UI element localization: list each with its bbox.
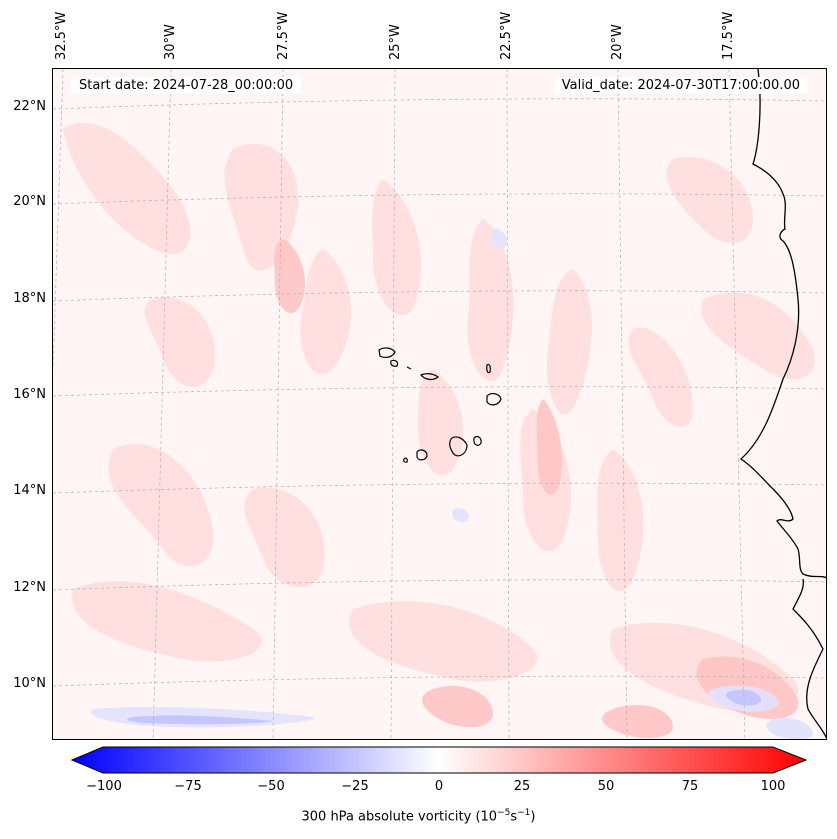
colorbar-tick: −50 — [257, 779, 285, 794]
lon-label-17.5W: 17.5°W — [721, 11, 736, 60]
colorbar-tick: 50 — [597, 779, 615, 794]
colorbar-tick: 0 — [434, 779, 444, 794]
lat-label-18N: 18°N — [13, 291, 46, 306]
lat-label-10N: 10°N — [13, 676, 46, 691]
unit-exponent-1: −5 — [497, 808, 511, 818]
colorbar-tick: 75 — [681, 779, 699, 794]
unit-seconds: s — [510, 809, 518, 825]
lat-label-12N: 12°N — [13, 580, 46, 595]
start-date-label: Start date: 2024-07-28_00:00:00 — [71, 77, 302, 94]
colorbar-label: 300 hPa absolute vorticity (10−5s−1) — [0, 808, 837, 824]
colorbar-label-text: 300 hPa absolute vorticity (10 — [301, 809, 498, 825]
lon-label-25W: 25°W — [388, 24, 403, 60]
colorbar-tick: −100 — [86, 779, 122, 794]
colorbar — [70, 746, 808, 774]
colorbar-tick: −75 — [174, 779, 202, 794]
lat-label-22N: 22°N — [13, 99, 46, 114]
lon-label-20W: 20°W — [610, 24, 625, 60]
unit-close: ) — [530, 809, 536, 825]
lon-label-27.5W: 27.5°W — [276, 11, 291, 60]
lat-label-20N: 20°N — [13, 194, 46, 209]
valid-date-label: Valid_date: 2024-07-30T17:00:00.00 — [553, 77, 808, 94]
lon-label-22.5W: 22.5°W — [499, 11, 514, 60]
lat-label-14N: 14°N — [13, 483, 46, 498]
colorbar-tick: −25 — [341, 779, 369, 794]
cape-verde-islands — [378, 347, 502, 463]
vorticity-map: Start date: 2024-07-28_00:00:00 Valid_da… — [52, 68, 827, 740]
lat-label-16N: 16°N — [13, 387, 46, 402]
lon-label-32.5W: 32.5°W — [54, 11, 69, 60]
lon-label-30W: 30°W — [163, 24, 178, 60]
unit-exponent-2: −1 — [517, 808, 531, 818]
colorbar-tick: 100 — [760, 779, 786, 794]
africa-coastline — [739, 69, 826, 739]
vorticity-field — [53, 69, 826, 739]
colorbar-tick: 25 — [513, 779, 531, 794]
